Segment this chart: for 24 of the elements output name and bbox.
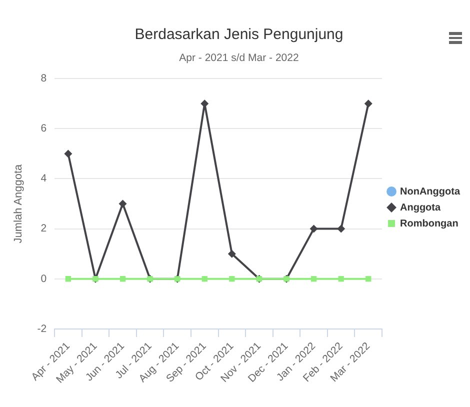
legend-label: Rombongan [400,218,458,230]
y-axis-title: Jumlah Anggota [12,163,25,244]
point [337,224,346,233]
point [364,100,372,108]
point [228,250,236,258]
point [229,276,235,282]
chart-subtitle: Apr - 2021 s/d Mar - 2022 [179,52,299,64]
y-tick-label: 4 [40,172,47,185]
legend-label: NonAnggota [400,186,460,198]
legend-label: Anggota [400,202,441,214]
y-tick-label: 8 [40,72,47,84]
point [338,276,344,282]
point [366,276,372,282]
point [64,150,72,158]
y-tick-label: -2 [37,322,47,335]
y-tick-label: 2 [40,222,47,235]
point [310,276,317,282]
y-tick-label: 6 [40,122,47,135]
point [120,276,126,282]
point [310,224,318,233]
point [202,276,208,282]
chart-title: Berdasarkan Jenis Pengunjung [134,26,344,44]
y-tick-label: 0 [40,272,47,285]
point [118,200,127,208]
